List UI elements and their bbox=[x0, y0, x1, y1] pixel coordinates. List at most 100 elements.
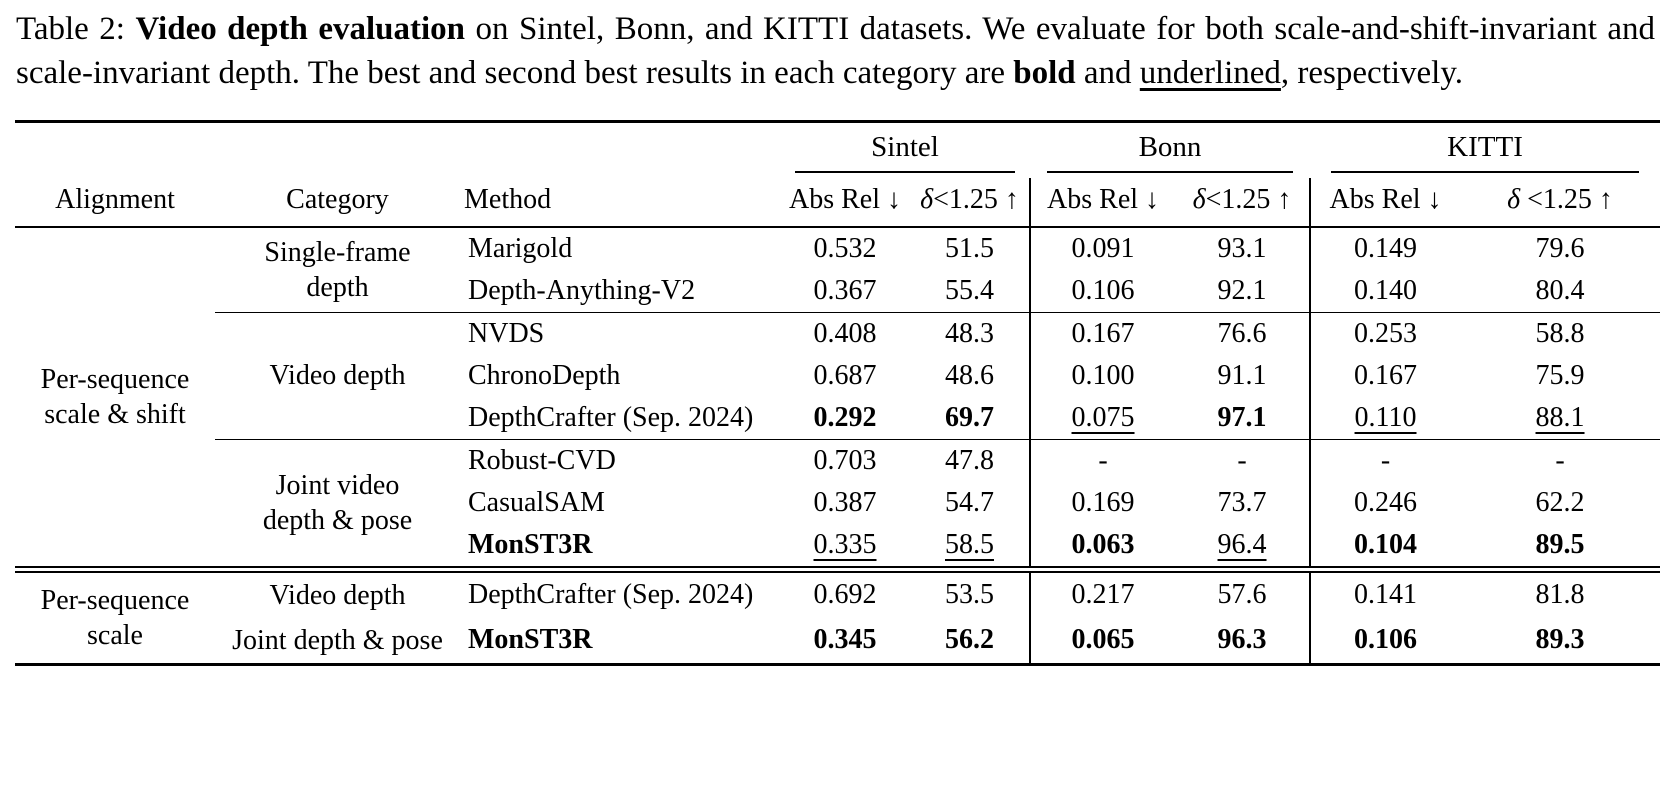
value-cell: 58.5 bbox=[945, 528, 994, 560]
caption-segment: underlined bbox=[1139, 54, 1281, 91]
method-cell: Robust-CVD bbox=[460, 438, 780, 482]
category-cell: Single-frame depth bbox=[264, 236, 411, 303]
value-cell: 0.246 bbox=[1309, 481, 1461, 524]
table-row: Depth-Anything-V2 0.367 55.4 0.106 92.1 0.140… bbox=[15, 269, 1660, 313]
category-cell: Joint video depth & pose bbox=[215, 438, 460, 567]
value-cell: 48.6 bbox=[945, 359, 994, 391]
method-cell: DepthCrafter (Sep. 2024) bbox=[468, 579, 754, 611]
dataset-header-spacer bbox=[15, 121, 780, 166]
value-cell: 0.335 bbox=[813, 528, 877, 560]
value-cell: 0.106 bbox=[1029, 269, 1176, 313]
value-cell: - bbox=[1309, 438, 1461, 482]
metric-header: δ <1.25 ↑ bbox=[1460, 177, 1661, 228]
value-cell: 0.367 bbox=[813, 274, 877, 306]
value-cell: - bbox=[1175, 438, 1311, 482]
table-row: Per-sequence scale & shift Single-frame d… bbox=[15, 226, 1660, 430]
value-cell: 92.1 bbox=[1217, 274, 1267, 306]
category-header: Category bbox=[215, 177, 460, 228]
value-cell: 0.106 bbox=[1309, 617, 1461, 665]
value-cell: 0.408 bbox=[780, 311, 910, 355]
category-cell: Video depth bbox=[269, 579, 406, 611]
value-cell: 76.6 bbox=[1175, 311, 1311, 355]
dataset-header-sintel: Sintel bbox=[871, 130, 939, 163]
bonn-rule-cell bbox=[1030, 166, 1310, 178]
value-cell: 55.4 bbox=[945, 274, 994, 306]
value-cell: 0.253 bbox=[1309, 311, 1461, 355]
table-row: MonST3R 0.335 58.5 0.063 96.4 0.104 89.5 bbox=[15, 523, 1660, 567]
caption-segment: bold bbox=[1013, 54, 1076, 91]
method-cell: NVDS bbox=[460, 311, 780, 355]
table-caption: Table 2: Video depth evaluation on Sinte… bbox=[16, 8, 1655, 96]
metric-header: Abs Rel ↓ bbox=[780, 177, 910, 228]
method-cell: MonST3R bbox=[468, 528, 593, 560]
category-cell: Video depth bbox=[215, 311, 460, 440]
value-cell: - bbox=[1460, 438, 1661, 482]
video-depth-eval-table: Sintel Bonn KITTI Alignment Category Met… bbox=[15, 119, 1661, 666]
table-row: DepthCrafter (Sep. 2024) 0.292 69.7 0.075 97… bbox=[15, 396, 1660, 440]
value-cell: 91.1 bbox=[1217, 359, 1267, 391]
value-cell: 93.1 bbox=[1217, 232, 1267, 264]
value-cell: 0.687 bbox=[813, 359, 877, 391]
value-cell: 62.2 bbox=[1535, 486, 1585, 518]
value-cell: 0.169 bbox=[1029, 481, 1176, 524]
table-row: CasualSAM 0.387 54.7 0.169 73.7 0.246 62.2 bbox=[15, 481, 1660, 524]
caption-segment: Table 2: bbox=[16, 11, 136, 47]
value-cell: 0.065 bbox=[1029, 617, 1176, 665]
double-rule-cell bbox=[15, 565, 1661, 573]
caption-segment: , respectively. bbox=[1280, 54, 1463, 91]
value-cell: 73.7 bbox=[1217, 486, 1267, 518]
value-cell: 69.7 bbox=[945, 401, 994, 433]
dataset-header-kitti: KITTI bbox=[1447, 130, 1523, 163]
value-cell: 56.2 bbox=[945, 624, 994, 656]
value-cell: - bbox=[1029, 438, 1176, 482]
column-header-row: Alignment Category Method Abs Rel ↓ δ<1.2… bbox=[15, 177, 1661, 228]
value-cell: 0.140 bbox=[1309, 269, 1461, 313]
value-cell: 58.8 bbox=[1460, 311, 1661, 355]
metric-header: δ<1.25 ↑ bbox=[1175, 177, 1311, 228]
method-cell: MonST3R bbox=[468, 624, 593, 656]
dataset-rule-row bbox=[15, 166, 1660, 178]
method-cell: ChronoDepth bbox=[468, 359, 621, 391]
value-cell: 0.703 bbox=[780, 438, 910, 482]
kitti-midrule bbox=[1331, 170, 1640, 174]
table-row: Per-sequence scale Video depth DepthCrafte… bbox=[15, 571, 1660, 651]
category-cell: Joint depth & pose bbox=[232, 624, 443, 656]
value-cell: 0.292 bbox=[813, 401, 877, 433]
method-cell: Marigold bbox=[468, 232, 573, 264]
table-row: Video depth NVDS 0.408 48.3 0.167 76.6 0.253 58… bbox=[15, 311, 1661, 440]
value-cell: 0.532 bbox=[813, 232, 877, 264]
value-cell: 54.7 bbox=[945, 486, 994, 518]
value-cell: 96.3 bbox=[1217, 624, 1267, 656]
value-cell: 51.5 bbox=[945, 232, 994, 264]
caption-segment: on Sintel, Bonn, and KITTI datasets. We … bbox=[16, 11, 1655, 91]
table-row: ChronoDepth 0.687 48.6 0.100 91.1 0.167 75.9 bbox=[15, 354, 1660, 397]
value-cell: 0.091 bbox=[1029, 226, 1176, 270]
value-cell: 0.167 bbox=[1309, 354, 1461, 397]
method-cell: DepthCrafter (Sep. 2024) bbox=[468, 401, 754, 433]
value-cell: 0.149 bbox=[1309, 226, 1461, 270]
value-cell: 0.345 bbox=[813, 624, 877, 656]
value-cell: 79.6 bbox=[1535, 232, 1585, 264]
value-cell: 57.6 bbox=[1217, 579, 1267, 611]
value-cell: 0.387 bbox=[813, 486, 877, 518]
value-cell: 53.5 bbox=[945, 579, 994, 611]
value-cell: 0.167 bbox=[1029, 311, 1176, 355]
value-cell: 88.1 bbox=[1535, 401, 1585, 433]
value-cell: 80.4 bbox=[1535, 274, 1585, 306]
bonn-midrule bbox=[1046, 170, 1294, 174]
value-cell: 0.063 bbox=[1029, 523, 1176, 567]
rule-spacer bbox=[15, 166, 780, 178]
sintel-midrule bbox=[795, 170, 1015, 174]
value-cell: 75.9 bbox=[1535, 359, 1585, 391]
table-row: Joint video depth & pose Robust-CVD 0.703 4… bbox=[15, 438, 1661, 567]
alignment-header: Alignment bbox=[15, 177, 215, 228]
value-cell: 89.5 bbox=[1535, 528, 1585, 560]
alignment-cell: Per-sequence scale & shift bbox=[40, 363, 190, 430]
kitti-rule-cell bbox=[1310, 166, 1660, 178]
dataset-header-row: Sintel Bonn KITTI bbox=[15, 121, 1660, 166]
value-cell: 0.692 bbox=[813, 579, 877, 611]
dataset-header-bonn: Bonn bbox=[1138, 130, 1202, 163]
method-cell: Depth-Anything-V2 bbox=[468, 274, 696, 306]
value-cell: 0.100 bbox=[1029, 354, 1176, 397]
value-cell: 0.217 bbox=[1029, 571, 1176, 618]
